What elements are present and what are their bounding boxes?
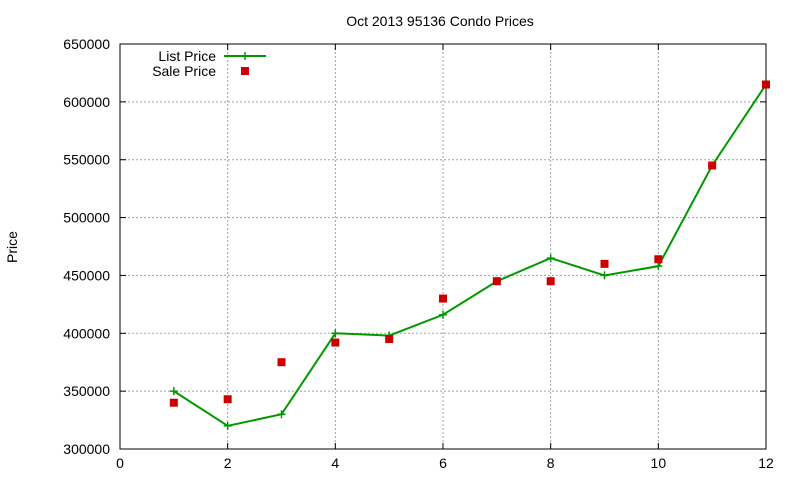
y-tick-labels: 300000 350000 400000 450000 500000 550000 6000… bbox=[63, 36, 110, 457]
list-price-point bbox=[223, 421, 232, 430]
x-tick-labels: 0 2 4 6 8 10 12 bbox=[116, 455, 774, 471]
legend: List Price Sale Price bbox=[152, 48, 266, 79]
list-price-point bbox=[331, 329, 340, 338]
y-tick-label: 550000 bbox=[63, 152, 110, 168]
legend-marker-sale-price bbox=[241, 67, 249, 75]
y-tick-label: 600000 bbox=[63, 94, 110, 110]
sale-price-point bbox=[546, 277, 555, 286]
y-tick-label: 650000 bbox=[63, 36, 110, 52]
y-tick-label: 500000 bbox=[63, 210, 110, 226]
sale-price-point bbox=[654, 255, 663, 264]
legend-entry-list-price: List Price bbox=[158, 48, 266, 64]
sale-price-point bbox=[762, 80, 770, 89]
x-tick-label: 6 bbox=[439, 455, 447, 471]
sale-price-point bbox=[439, 294, 447, 303]
list-price-point bbox=[600, 271, 609, 280]
y-tick-label: 300000 bbox=[63, 441, 110, 457]
sale-price-point bbox=[169, 398, 178, 407]
x-tick-label: 10 bbox=[651, 455, 667, 471]
plot-frame bbox=[119, 43, 767, 450]
grid-lines bbox=[120, 44, 766, 449]
list-price-point bbox=[654, 262, 663, 271]
chart-title: Oct 2013 95136 Condo Prices bbox=[346, 13, 534, 29]
list-price-point bbox=[439, 310, 447, 319]
x-tick-label: 4 bbox=[331, 455, 339, 471]
legend-label-list-price: List Price bbox=[158, 48, 216, 64]
x-tick-label: 8 bbox=[547, 455, 555, 471]
legend-marker-list-price bbox=[241, 52, 249, 60]
y-axis-label: Price bbox=[4, 231, 20, 263]
list-price-point bbox=[546, 254, 555, 263]
sale-price-point bbox=[277, 358, 286, 367]
x-tick-label: 12 bbox=[758, 455, 774, 471]
sale-price-point bbox=[223, 395, 232, 404]
x-tick-label: 0 bbox=[116, 455, 124, 471]
legend-label-sale-price: Sale Price bbox=[152, 63, 216, 79]
series-layer bbox=[169, 80, 770, 430]
y-tick-label: 400000 bbox=[63, 325, 110, 341]
sale-price-point bbox=[331, 338, 340, 347]
legend-entry-sale-price: Sale Price bbox=[152, 63, 249, 79]
x-tick-label: 2 bbox=[224, 455, 232, 471]
sale-price-point bbox=[600, 259, 609, 268]
sale-price-point bbox=[492, 277, 501, 286]
series-line-list-price bbox=[173, 83, 767, 427]
sale-price-point bbox=[385, 335, 394, 344]
y-tick-label: 450000 bbox=[63, 267, 110, 283]
sale-price-point bbox=[708, 161, 717, 170]
list-price-point bbox=[169, 387, 178, 396]
y-tick-label: 350000 bbox=[63, 383, 110, 399]
list-price-point bbox=[277, 410, 286, 419]
